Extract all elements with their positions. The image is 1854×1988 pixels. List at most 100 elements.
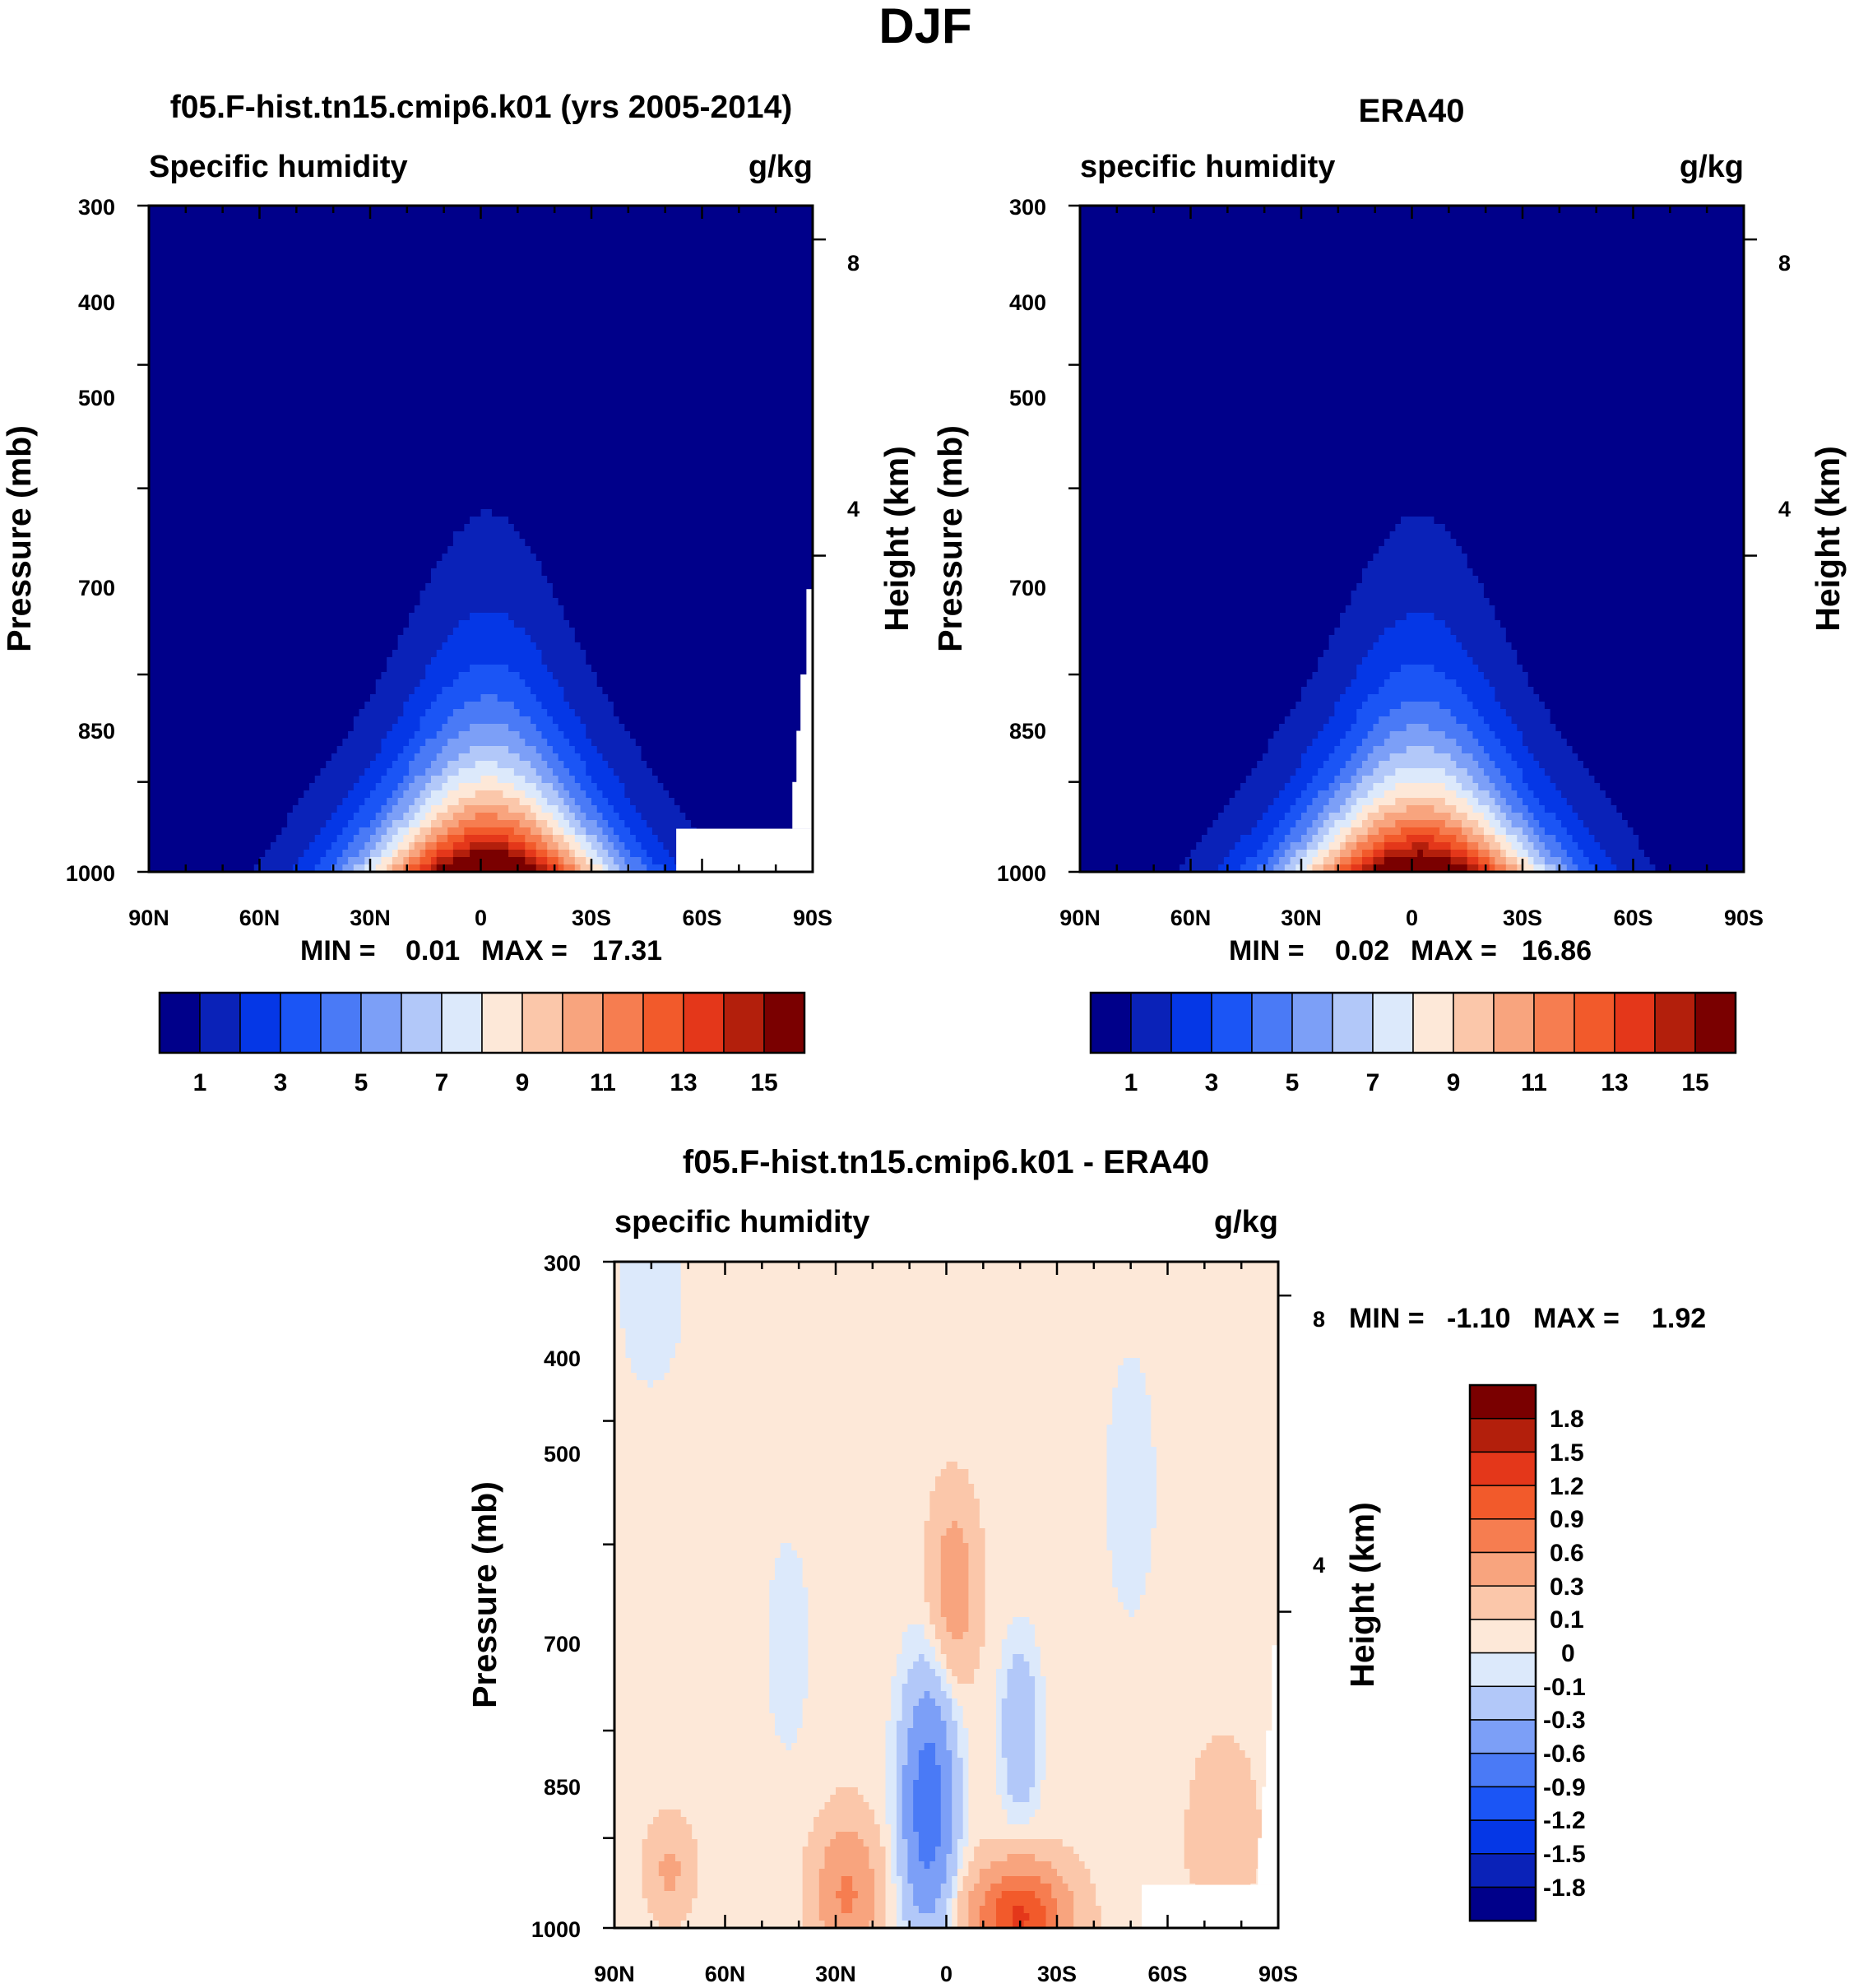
- contour-cell: [907, 1669, 936, 1677]
- contour-cell: [1334, 835, 1346, 843]
- contour-cell: [996, 1721, 1003, 1729]
- contour-cell: [403, 628, 454, 636]
- contour-cell: [342, 850, 360, 858]
- contour-cell: [513, 827, 531, 836]
- contour-cell: [619, 1284, 682, 1292]
- contour-cell: [397, 842, 410, 850]
- contour-cell: [1356, 842, 1374, 850]
- contour-cell: [149, 857, 261, 865]
- colorbar-box: [683, 992, 725, 1054]
- contour-cell: [1539, 820, 1562, 828]
- contour-cell: [613, 709, 813, 717]
- contour-cell: [1478, 665, 1523, 673]
- contour-cell: [1539, 798, 1568, 806]
- contour-cell: [614, 1336, 627, 1344]
- contour-cell: [1106, 1462, 1157, 1470]
- contour-cell: [1483, 835, 1495, 843]
- contour-cell: [149, 228, 813, 236]
- contour-cell: [952, 1669, 975, 1677]
- contour-cell: [1189, 1787, 1257, 1796]
- contour-cell: [1334, 776, 1352, 784]
- contour-cell: [563, 857, 576, 865]
- contour-cell: [381, 746, 404, 754]
- contour-cell: [874, 1898, 887, 1907]
- contour-cell: [935, 1847, 952, 1855]
- contour-cell: [149, 827, 282, 836]
- contour-cell: [1588, 768, 1744, 776]
- contour-cell: [513, 702, 543, 710]
- colorbar-box: [1130, 992, 1172, 1054]
- contour-cell: [1472, 827, 1485, 836]
- contour-cell: [442, 783, 460, 791]
- contour-cell: [586, 731, 631, 739]
- contour-cell: [1301, 753, 1330, 762]
- contour-cell: [1007, 1854, 1036, 1862]
- contour-cell: [1533, 687, 1744, 695]
- contour-cell: [1045, 1906, 1058, 1914]
- contour-cell: [907, 1735, 948, 1744]
- contour-cell: [1483, 672, 1529, 680]
- contour-cell: [535, 798, 548, 806]
- contour-cell: [149, 361, 813, 369]
- contour-cell: [1240, 864, 1258, 872]
- contour-cell: [336, 746, 382, 754]
- contour-cell: [630, 827, 653, 836]
- colorbar-box: [1469, 1853, 1537, 1888]
- contour-cell: [1373, 820, 1396, 828]
- contour-cell: [1080, 842, 1197, 850]
- contour-cell: [896, 1743, 909, 1751]
- contour-cell: [1251, 827, 1274, 836]
- contour-cell: [541, 561, 813, 569]
- contour-cell: [149, 739, 343, 747]
- contour-cell: [430, 576, 548, 584]
- contour-cell: [614, 1839, 643, 1847]
- contour-cell: [1080, 761, 1258, 769]
- contour-cell: [403, 702, 432, 710]
- contour-cell: [1080, 339, 1744, 347]
- contour-cell: [1384, 850, 1418, 858]
- contour-cell: [409, 768, 426, 776]
- contour-cell: [935, 1647, 942, 1655]
- contour-cell: [149, 376, 813, 384]
- contour-cell: [769, 1706, 804, 1714]
- contour-cell: [1156, 1491, 1278, 1499]
- contour-cell: [409, 613, 470, 621]
- y-tick-label: 700: [78, 576, 115, 600]
- contour-cell: [1411, 842, 1430, 850]
- contour-cell: [836, 1787, 859, 1796]
- min-label: MIN =: [1349, 1303, 1425, 1334]
- contour-cell: [442, 768, 460, 776]
- min-value: -1.10: [1447, 1303, 1511, 1334]
- contour-cell: [680, 1291, 1278, 1300]
- contour-cell: [619, 864, 631, 872]
- contour-cell: [436, 857, 454, 865]
- contour-cell: [913, 1824, 942, 1833]
- contour-cell: [680, 1262, 1278, 1270]
- contour-cell: [1080, 228, 1744, 236]
- contour-cell: [952, 1898, 958, 1907]
- y-tick-label: 400: [78, 290, 115, 315]
- contour-cell: [1495, 687, 1535, 695]
- contour-cell: [619, 1321, 682, 1329]
- contour-cell: [1462, 746, 1485, 754]
- contour-cell: [996, 1706, 1003, 1714]
- contour-cell: [425, 768, 443, 776]
- contour-cell: [596, 805, 614, 813]
- contour-cell: [348, 731, 387, 739]
- contour-cell: [547, 761, 564, 769]
- contour-cell: [902, 1632, 925, 1640]
- contour-cell: [1356, 768, 1374, 776]
- contour-cell: [1112, 1573, 1147, 1581]
- contour-cell: [149, 265, 813, 273]
- contour-cell: [985, 1550, 1113, 1559]
- contour-cell: [480, 776, 498, 784]
- contour-cell: [436, 835, 448, 843]
- contour-cell: [614, 1284, 621, 1292]
- contour-cell: [1156, 1484, 1278, 1492]
- contour-cell: [1367, 827, 1379, 836]
- contour-cell: [541, 753, 559, 762]
- contour-cell: [614, 1617, 770, 1625]
- contour-cell: [957, 1676, 975, 1684]
- contour-cell: [968, 1891, 986, 1899]
- contour-cell: [370, 857, 382, 865]
